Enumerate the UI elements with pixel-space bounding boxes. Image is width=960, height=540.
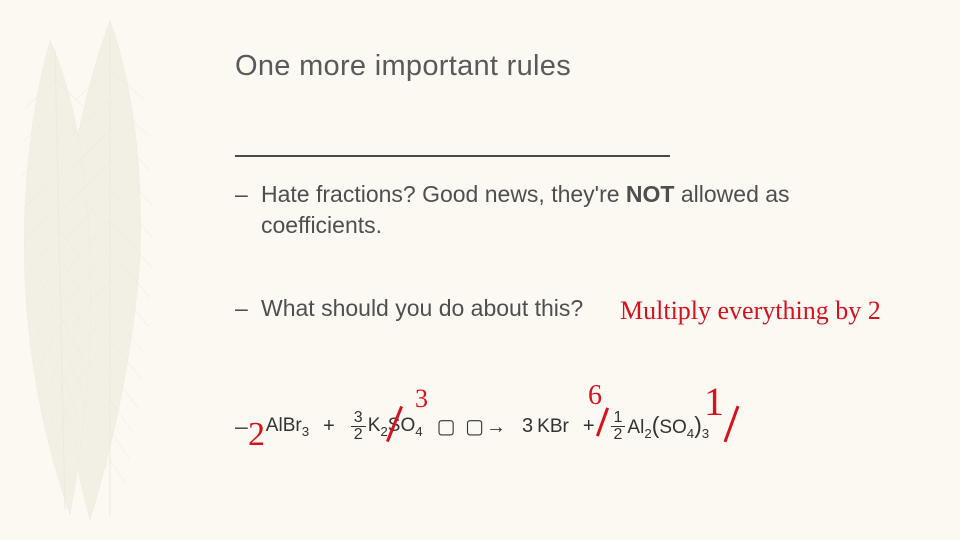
bullet-dash: – (235, 293, 261, 324)
term-al2so43: Al2(SO4)3 (627, 412, 709, 441)
title-divider (235, 155, 670, 157)
term-k2so4: K2SO4 (368, 415, 423, 439)
term-kbr: KBr (537, 416, 569, 438)
coef-3: 3 (522, 415, 533, 438)
bullet-dash: – (235, 413, 248, 440)
chemical-equation: – AlBr3 + 32 K2SO4 ▢ ▢→ 3 KBr + 12 Al2(S… (235, 410, 945, 443)
plus-icon: + (583, 415, 595, 438)
bullet-item: – Hate fractions? Good news, they're NOT… (235, 179, 915, 241)
term-albr3: AlBr3 (266, 415, 309, 439)
slide-title: One more important rules (235, 50, 915, 83)
bullet-text: Hate fractions? Good news, they're NOT a… (261, 179, 915, 241)
bullet-list: – Hate fractions? Good news, they're NOT… (235, 179, 915, 324)
feather-decoration (0, 10, 240, 530)
annotation-coef-6: 6 (588, 380, 602, 412)
fraction-1-2: 12 (611, 410, 626, 443)
yields-arrow: ▢ ▢→ (437, 414, 508, 439)
bullet-dash: – (235, 179, 261, 210)
plus-icon: + (323, 415, 335, 438)
slide-content: One more important rules – Hate fraction… (235, 50, 915, 334)
fraction-3-2: 32 (351, 410, 366, 443)
bullet-text: What should you do about this? (261, 293, 583, 324)
bullet-item: – What should you do about this? (235, 293, 915, 324)
